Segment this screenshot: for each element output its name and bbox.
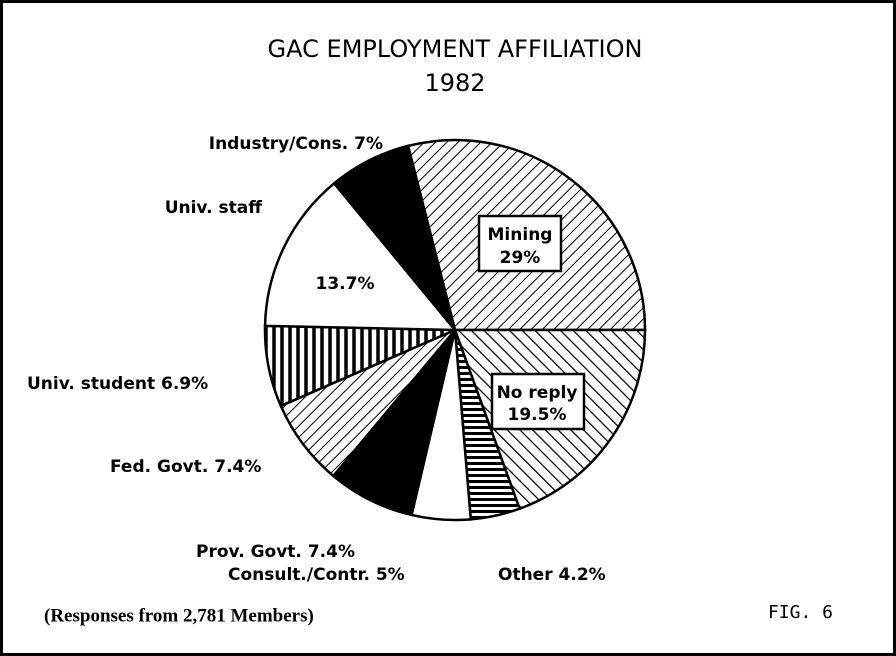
category-label: Industry/Cons. [209,134,348,154]
value-label: 7.4% [308,542,355,562]
value-label: 19.5% [508,405,567,425]
slice-label: Univ. student 6.9% [27,374,208,394]
chart-subtitle: 1982 [424,69,485,97]
slice-label: Prov. Govt. 7.4% [196,542,355,562]
value-label: 5% [376,565,405,585]
footnote: (Responses from 2,781 Members) [44,605,314,626]
slice-label: Other 4.2% [498,565,606,585]
value-label: 7% [354,134,383,154]
pie-slice [332,144,457,331]
chart-title: GAC EMPLOYMENT AFFILIATION [268,35,643,63]
label-box [490,372,586,431]
value-label: 4.2% [559,565,606,585]
slice-label: Fed. Govt. 7.4% [110,457,261,477]
slice-label: Industry/Cons. 7% [209,134,383,154]
slice-label: Consult./Contr. 5% [228,565,405,585]
value-label: 13.7% [316,274,375,294]
pie-slice [263,181,458,332]
category-label: Univ. student [27,374,155,394]
category-label: Prov. Govt. [196,542,302,562]
category-label: No reply [497,383,578,403]
category-label: Fed. Govt. [110,457,208,477]
label-box [477,214,563,273]
pie [263,138,647,522]
value-label: 29% [500,248,541,268]
value-label: 7.4% [214,457,261,477]
figure-number: FIG. 6 [768,602,833,623]
category-label: Mining [488,225,553,245]
value-label: 6.9% [161,374,208,394]
category-label: Univ. staff [165,198,263,218]
category-label: Other [498,565,553,585]
category-label: Consult./Contr. [228,565,370,585]
